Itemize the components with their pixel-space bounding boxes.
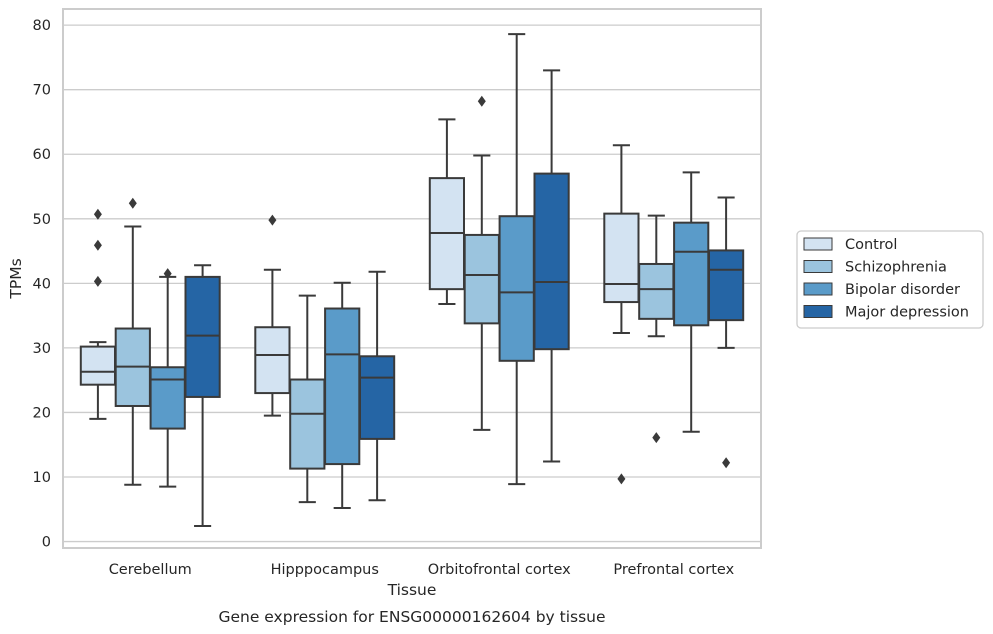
legend-label: Bipolar disorder: [845, 282, 960, 298]
plot-frame: [62, 8, 762, 549]
box-groups: [79, 33, 745, 528]
category-group: [79, 197, 221, 528]
box-bipolar-disorder: [673, 171, 710, 433]
iqr-box: [463, 233, 500, 325]
box-control: [79, 208, 117, 420]
legend-frame: [796, 230, 984, 329]
iqr-box: [707, 249, 745, 322]
y-tick-label: 30: [33, 341, 51, 357]
iqr-box: [603, 212, 640, 304]
x-axis-label: Tissue: [387, 581, 437, 599]
category-group: [603, 144, 745, 485]
outlier-point: [617, 473, 626, 485]
box-major-depression: [707, 196, 745, 469]
y-tick-label: 0: [42, 535, 51, 551]
iqr-box: [289, 378, 326, 470]
outlier-point: [93, 239, 102, 251]
chart-caption: Gene expression for ENSG00000162604 by t…: [218, 608, 605, 626]
outlier-point: [163, 268, 172, 280]
y-tick-label: 80: [33, 18, 51, 34]
iqr-box: [533, 172, 570, 351]
box-schizophrenia: [638, 214, 675, 444]
y-axis-label: TPMs: [7, 258, 25, 299]
legend-label: Major depression: [845, 305, 969, 321]
box-control: [254, 214, 291, 417]
iqr-box: [324, 307, 361, 466]
y-tick-label: 60: [33, 147, 51, 163]
outlier-point: [652, 432, 661, 444]
y-tick-label: 50: [33, 212, 51, 228]
box-schizophrenia: [114, 197, 151, 486]
y-tick-labels: 0 10 20 30 40 50 60 70 80: [33, 18, 51, 550]
outlier-point: [93, 275, 102, 287]
box-control: [428, 118, 466, 305]
y-tick-label: 20: [33, 405, 51, 421]
iqr-box: [149, 366, 186, 430]
box-major-depression: [184, 264, 221, 528]
legend-label: Control: [845, 237, 897, 253]
outlier-point: [93, 208, 102, 220]
iqr-box: [673, 221, 710, 327]
category-group: [254, 214, 396, 509]
box-bipolar-disorder: [324, 281, 361, 509]
box-schizophrenia: [289, 294, 326, 504]
y-tick-label: 70: [33, 83, 51, 99]
outlier-point: [268, 214, 277, 226]
box-bipolar-disorder: [149, 268, 186, 488]
x-tick-label: Cerebellum: [109, 562, 192, 578]
iqr-box: [254, 326, 291, 395]
box-major-depression: [533, 69, 570, 463]
iqr-box: [638, 262, 675, 320]
y-tick-label: 40: [33, 276, 51, 292]
box-bipolar-disorder: [498, 33, 535, 486]
iqr-box: [79, 345, 117, 386]
x-tick-label: Prefrontal cortex: [613, 562, 734, 578]
outlier-point: [128, 197, 137, 209]
legend-swatch: [803, 237, 833, 251]
legend-label: Schizophrenia: [845, 260, 947, 276]
legend-swatch: [803, 260, 833, 273]
y-tick-label: 10: [33, 470, 51, 486]
x-tick-labels: Cerebellum Hipppocampus Orbitofrontal cort…: [109, 562, 735, 578]
x-tick-label: Orbitofrontal cortex: [428, 562, 571, 578]
iqr-box: [498, 215, 535, 362]
legend: Control Schizophrenia Bipolar disorder Majo…: [796, 230, 984, 329]
iqr-box: [358, 355, 396, 440]
box-major-depression: [358, 270, 396, 502]
x-tick-label: Hipppocampus: [271, 562, 379, 578]
outlier-point: [722, 457, 731, 469]
category-group: [428, 33, 570, 486]
box-schizophrenia: [463, 95, 500, 431]
iqr-box: [184, 275, 221, 398]
outlier-point: [477, 95, 486, 107]
legend-swatch: [803, 282, 833, 296]
box-control: [603, 144, 640, 485]
legend-swatch: [803, 305, 833, 318]
